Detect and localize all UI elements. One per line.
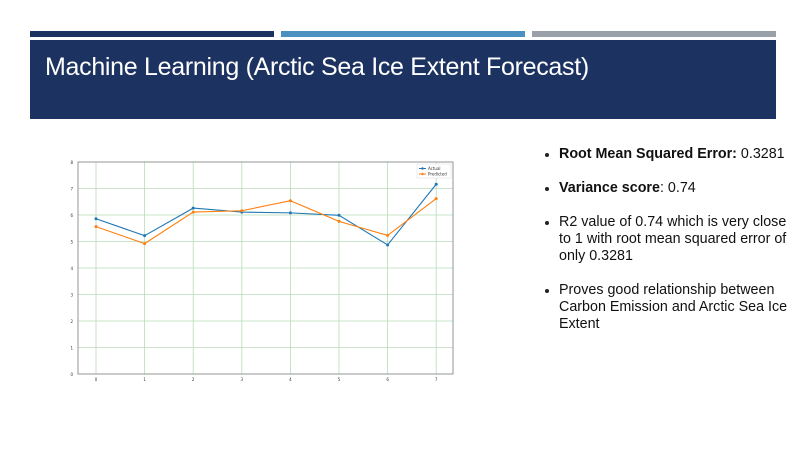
y-tick-label: 6 xyxy=(70,213,73,218)
bullet-variance: Variance score: 0.74 xyxy=(540,180,790,197)
y-tick-label: 7 xyxy=(70,187,73,192)
bullet-r2: R2 value of 0.74 which is very close to … xyxy=(540,214,790,265)
bullet-dot-icon xyxy=(545,153,549,157)
bullet-dot-icon xyxy=(545,289,549,293)
data-point-marker xyxy=(337,213,341,217)
bullet-relationship: Proves good relationship between Carbon … xyxy=(540,282,790,333)
data-point-marker xyxy=(94,225,98,229)
slide-title: Machine Learning (Arctic Sea Ice Extent … xyxy=(45,53,589,81)
data-point-marker xyxy=(337,219,341,223)
data-point-marker xyxy=(240,209,244,213)
bullet-text: Proves good relationship between Carbon … xyxy=(559,282,788,332)
data-point-marker xyxy=(143,234,147,238)
title-banner: Machine Learning (Arctic Sea Ice Extent … xyxy=(30,40,776,119)
y-tick-label: 0 xyxy=(70,372,73,377)
data-point-marker xyxy=(143,242,147,246)
metrics-bullet-list: Root Mean Squared Error: 0.3281 Variance… xyxy=(540,146,790,350)
plot-frame xyxy=(77,161,454,375)
data-point-marker xyxy=(94,217,98,221)
x-tick-label: 3 xyxy=(241,377,244,382)
y-tick-label: 8 xyxy=(70,160,73,165)
legend-label: Actual xyxy=(428,166,441,171)
x-tick-label: 1 xyxy=(143,377,146,382)
y-tick-label: 4 xyxy=(70,266,73,271)
data-point-marker xyxy=(191,210,195,214)
y-tick-label: 3 xyxy=(70,293,73,298)
x-tick-label: 7 xyxy=(435,377,438,382)
bullet-value: 0.3281 xyxy=(736,146,785,162)
bullet-text: R2 value of 0.74 which is very close to … xyxy=(559,214,787,264)
legend-label: Predicted xyxy=(428,172,447,177)
bullet-dot-icon xyxy=(545,187,549,191)
bullet-label: Variance score xyxy=(559,180,660,196)
x-tick-label: 6 xyxy=(386,377,389,382)
bullet-dot-icon xyxy=(545,221,549,225)
data-point-marker xyxy=(434,182,438,186)
x-tick-label: 5 xyxy=(338,377,341,382)
bullet-label: Root Mean Squared Error: xyxy=(559,146,737,162)
x-tick-label: 2 xyxy=(192,377,195,382)
series-line-predicted xyxy=(95,198,437,245)
x-tick-label: 0 xyxy=(95,377,98,382)
data-point-marker xyxy=(288,211,292,215)
data-point-marker xyxy=(191,206,195,210)
x-tick-label: 4 xyxy=(289,377,292,382)
data-point-marker xyxy=(288,199,292,203)
accent-bar-gray xyxy=(532,31,776,37)
accent-bar-dark xyxy=(30,31,274,37)
legend-marker-icon xyxy=(421,167,424,170)
accent-bar-blue xyxy=(281,31,525,37)
data-point-marker xyxy=(386,243,390,247)
y-tick-label: 5 xyxy=(70,240,73,245)
data-point-marker xyxy=(434,197,438,201)
y-tick-label: 2 xyxy=(70,319,73,324)
bullet-value: : 0.74 xyxy=(659,180,696,196)
bullet-rmse: Root Mean Squared Error: 0.3281 xyxy=(540,146,790,163)
forecast-line-chart: 0 1 2 3 4 5 6 7 8 0 1 2 3 4 5 6 7 Actual Predicted xyxy=(60,150,470,390)
data-point-marker xyxy=(386,233,390,237)
y-tick-label: 1 xyxy=(70,346,73,351)
legend-marker-icon xyxy=(421,172,424,176)
series-line-actual xyxy=(95,183,437,246)
